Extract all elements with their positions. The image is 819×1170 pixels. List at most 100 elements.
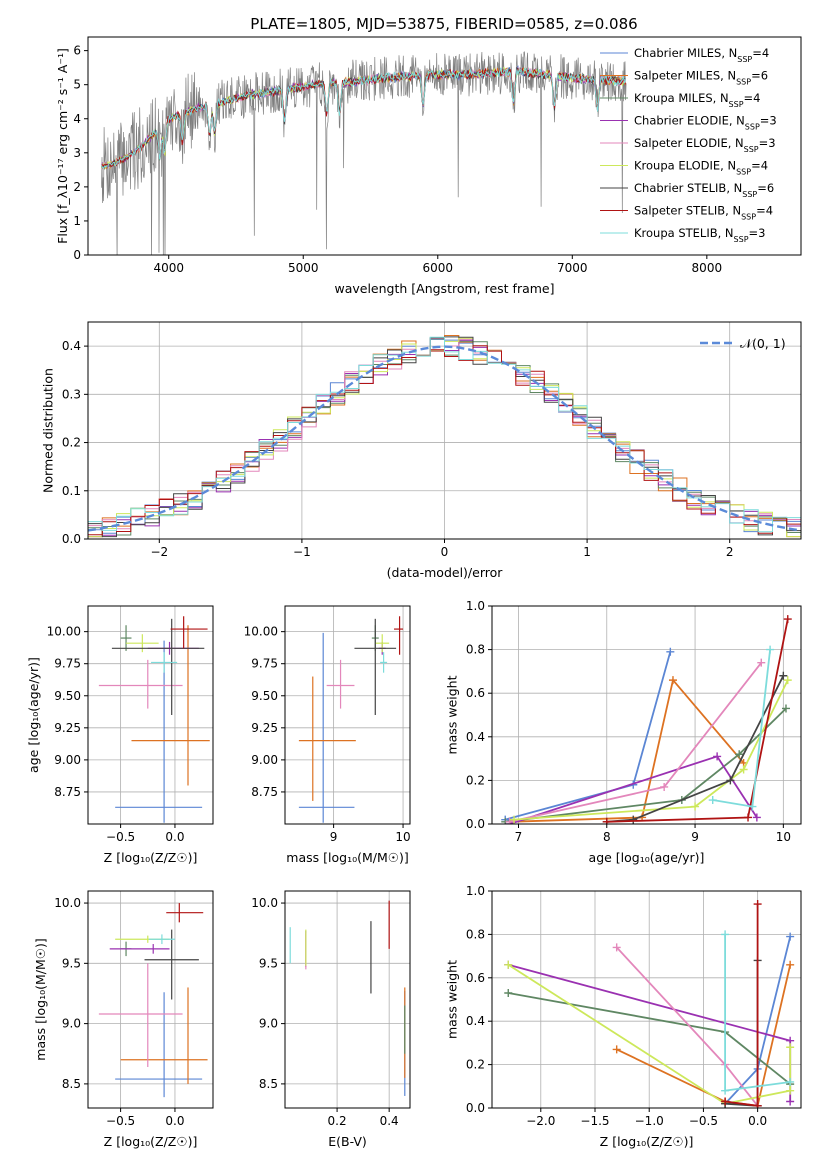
x-axis-label: age [log₁₀(age/yr)] xyxy=(589,850,705,865)
plot-area xyxy=(285,606,410,824)
legend-entry: Salpeter STELIB, NSSP=4 xyxy=(634,204,773,222)
y-tick-label: 0.4 xyxy=(466,1014,485,1028)
y-tick-label: 0.1 xyxy=(62,484,81,498)
weight-line xyxy=(712,649,771,808)
y-tick-label: 10.0 xyxy=(54,896,81,910)
y-tick-label: 9.0 xyxy=(259,1017,278,1031)
y-axis-label: Normed distribution xyxy=(40,368,55,493)
x-tick-label: 0.0 xyxy=(165,1114,184,1128)
y-tick-label: 0.2 xyxy=(466,1058,485,1072)
legend-entry: Kroupa ELODIE, NSSP=4 xyxy=(634,159,768,177)
errorbar-point xyxy=(148,934,175,945)
x-axis-label: Z [log₁₀(Z/Z☉)] xyxy=(104,1134,198,1149)
y-tick-label: 9.00 xyxy=(251,753,278,767)
errorbar-point xyxy=(98,659,183,709)
weight-marker xyxy=(726,776,735,785)
weight-marker xyxy=(504,988,513,997)
x-tick-label: 1 xyxy=(583,545,591,559)
axes-frame xyxy=(491,605,802,825)
y-axis-label: mass [log₁₀(M/M☉)] xyxy=(33,938,48,1060)
errorbar-point xyxy=(131,625,210,786)
errorbar-point xyxy=(151,652,178,673)
weight-marker xyxy=(612,1045,621,1054)
weight-marker xyxy=(783,615,792,624)
errorbar-point xyxy=(380,652,388,673)
axes-frame xyxy=(491,890,802,1109)
errorbar-point xyxy=(109,944,170,954)
spectrum-data-line xyxy=(101,51,627,255)
y-tick-label: 1.0 xyxy=(466,599,485,613)
panel-weight-vs-Z: −2.0 −1.5 −1.0 −0.5 0.0 0.0 0.2 0.4 0.6 0.8 1.0 Z [… xyxy=(444,884,802,1149)
errorbar-point xyxy=(298,632,355,823)
y-tick-label: 8.5 xyxy=(62,1077,81,1091)
panel-spectrum: 4000 5000 6000 7000 8000 0 1 2 3 4 5 6 wavelength [A… xyxy=(55,36,802,296)
x-tick-label: −2 xyxy=(150,545,168,559)
errorbar-point xyxy=(375,634,390,653)
plot-area xyxy=(492,606,801,824)
plot-area xyxy=(88,322,801,539)
y-tick-label: 0.0 xyxy=(62,532,81,546)
y-tick-label: 0.0 xyxy=(466,817,485,831)
weight-marker xyxy=(713,752,722,761)
errorbar-point xyxy=(144,929,199,1000)
x-tick-label: 0.0 xyxy=(748,1114,767,1128)
x-axis-label: (data-model)/error xyxy=(387,565,504,580)
weight-series xyxy=(602,615,792,824)
x-tick-label: 9 xyxy=(330,830,338,844)
errorbar-point xyxy=(111,618,205,715)
x-tick-label: −1.0 xyxy=(635,1114,664,1128)
x-axis-label: Z [log₁₀(Z/Z☉)] xyxy=(600,1134,694,1149)
x-tick-label: 0 xyxy=(441,545,449,559)
weight-series xyxy=(721,900,762,1108)
y-tick-label: 0.8 xyxy=(466,927,485,941)
errorbar-point xyxy=(120,625,132,651)
legend-entry: Kroupa MILES, NSSP=4 xyxy=(634,91,760,109)
panel-mass-vs-Z: −0.5 0.0 8.5 9.0 9.5 10.0 Z [log₁₀(Z/Z☉)] mass … xyxy=(33,890,214,1149)
weight-series xyxy=(501,647,675,824)
errorbar-point xyxy=(126,634,159,653)
weight-line xyxy=(509,678,745,823)
y-axis-label: mass weight xyxy=(444,675,459,754)
weight-marker xyxy=(721,930,730,939)
y-tick-label: 0 xyxy=(73,248,81,262)
y-tick-label: 4 xyxy=(73,112,81,126)
x-tick-label: 8 xyxy=(603,830,611,844)
plot-area xyxy=(101,51,627,255)
errorbar-point xyxy=(394,616,404,655)
legend-entry: 𝒩(0, 1) xyxy=(740,336,786,351)
weight-series xyxy=(721,930,795,1095)
legend-entry: Chabrier STELIB, NSSP=6 xyxy=(634,181,774,199)
x-axis-label: mass [log₁₀(M/M☉)] xyxy=(286,850,408,865)
weight-marker xyxy=(510,815,519,824)
x-tick-label: −1 xyxy=(293,545,311,559)
weight-marker xyxy=(786,932,795,941)
y-tick-label: 0.0 xyxy=(466,1101,485,1115)
y-axis-label: age [log₁₀(age/yr)] xyxy=(26,657,41,773)
weight-marker xyxy=(753,900,762,909)
y-tick-label: 6 xyxy=(73,44,81,58)
weight-marker xyxy=(783,676,792,685)
y-tick-label: 10.00 xyxy=(47,625,81,639)
legend-entry: Chabrier MILES, NSSP=4 xyxy=(634,46,769,64)
spectrum-legend: Chabrier MILES, NSSP=4 Salpeter MILES, NS… xyxy=(600,46,777,244)
weight-marker xyxy=(786,1086,795,1095)
weight-marker xyxy=(505,817,514,824)
y-tick-label: 3 xyxy=(73,146,81,160)
x-tick-label: 8000 xyxy=(692,261,723,275)
plot-area xyxy=(285,891,410,1108)
axes-frame xyxy=(87,890,214,1109)
x-tick-label: −1.5 xyxy=(580,1114,609,1128)
y-tick-label: 9.25 xyxy=(251,721,278,735)
errorbar-point xyxy=(98,963,183,1068)
x-tick-label: 0.0 xyxy=(165,830,184,844)
y-tick-label: 1.0 xyxy=(466,884,485,898)
weight-marker xyxy=(781,704,790,713)
errorbar-point xyxy=(170,616,208,649)
plot-area xyxy=(88,891,213,1108)
errorbar-point xyxy=(166,903,204,923)
y-tick-label: 0.6 xyxy=(466,971,485,985)
weight-marker xyxy=(629,815,638,824)
weight-marker xyxy=(708,796,717,805)
weight-marker xyxy=(786,960,795,969)
y-tick-label: 9.5 xyxy=(259,956,278,970)
